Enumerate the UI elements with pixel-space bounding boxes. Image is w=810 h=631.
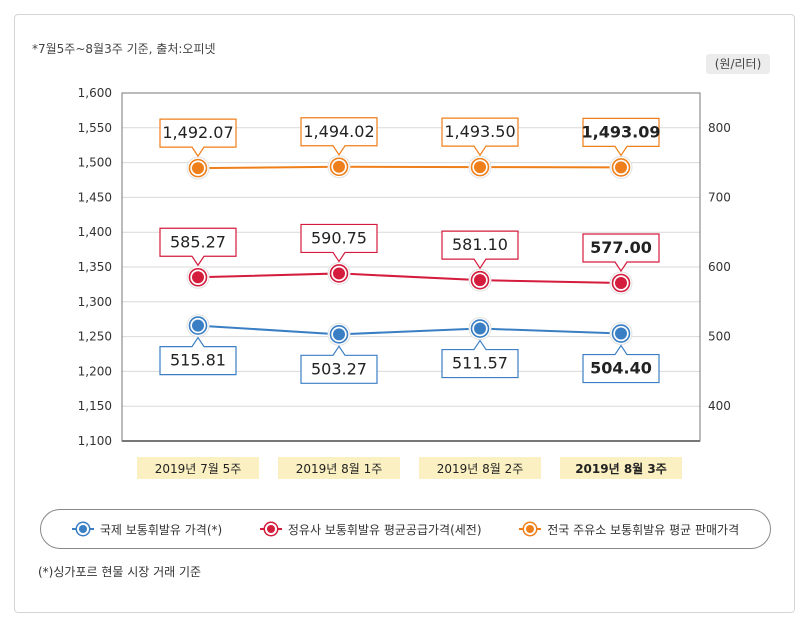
data-label: 1,493.09 [582, 122, 661, 141]
data-label: 581.10 [452, 235, 508, 254]
data-label: 511.57 [452, 354, 508, 373]
legend-marker-refinery [259, 522, 282, 536]
data-point [192, 162, 204, 175]
category-label: 2019년 8월 1주 [296, 462, 383, 476]
data-point [474, 322, 486, 335]
data-label-box [441, 230, 519, 270]
data-label-box [441, 339, 519, 379]
data-point [333, 328, 345, 341]
source-note: *7월5주~8월3주 기준, 출처:오피넷 [32, 42, 216, 56]
y-left-tick-label: 1,200 [78, 364, 112, 378]
data-label: 503.27 [311, 359, 367, 378]
data-label: 1,492.07 [162, 123, 233, 142]
data-point [615, 161, 627, 174]
legend-marker-international [71, 522, 94, 536]
data-label: 585.27 [170, 232, 226, 251]
legend-label-international: 국제 보통휘발유 가격(*) [99, 522, 223, 537]
y-left-tick-label: 1,350 [78, 260, 112, 274]
legend-label-gas-station: 전국 주유소 보통휘발유 평균 판매가격 [547, 522, 740, 537]
series-line [197, 324, 622, 336]
data-point [192, 319, 204, 332]
y-right-tick-label: 800 [708, 121, 731, 135]
data-point [615, 327, 627, 340]
data-point [474, 274, 486, 287]
legend-item-gas-station: 전국 주유소 보통휘발유 평균 판매가격 [519, 521, 739, 538]
legend-label-refinery: 정유사 보통휘발유 평균공급가격(세전) [287, 522, 482, 537]
category-label: 2019년 8월 2주 [437, 462, 524, 476]
series-line [197, 272, 622, 285]
y-left-tick-label: 1,450 [78, 190, 112, 204]
y-left-tick-label: 1,600 [78, 86, 112, 100]
data-label: 577.00 [590, 238, 652, 257]
category-label: 2019년 8월 3주 [575, 461, 667, 476]
chart-legend: 국제 보통휘발유 가격(*) 정유사 보통휘발유 평균공급가격(세전) 전국 주… [40, 509, 771, 549]
data-point [333, 160, 345, 173]
legend-item-refinery: 정유사 보통휘발유 평균공급가격(세전) [259, 521, 482, 538]
y-left-tick-label: 1,250 [78, 330, 112, 344]
data-point [192, 271, 204, 284]
series-line [197, 165, 622, 170]
y-left-tick-label: 1,550 [78, 121, 112, 135]
y-left-tick-label: 1,150 [78, 399, 112, 413]
legend-marker-gas-station [519, 522, 542, 536]
data-label-box [159, 227, 237, 267]
data-label-box [441, 117, 519, 157]
y-right-tick-label: 700 [708, 190, 731, 204]
line-chart: 1,100 1,150 1,200 1,250 1,300 1,350 1,400 1,450… [78, 86, 731, 479]
footnote: (*)싱가포르 현물 시장 거래 기준 [38, 565, 202, 579]
category-label-bg [278, 457, 400, 479]
data-label: 504.40 [590, 359, 652, 378]
category-label-bg [560, 457, 682, 479]
data-label-box [159, 336, 237, 376]
category-label-bg [419, 457, 541, 479]
y-left-tick-label: 1,300 [78, 295, 112, 309]
y-left-tick-label: 1,500 [78, 156, 112, 170]
data-label-box [300, 117, 378, 156]
data-label: 515.81 [170, 351, 226, 370]
category-label-bg [137, 457, 259, 479]
data-point [333, 267, 345, 280]
data-label-box [582, 117, 660, 157]
data-label: 590.75 [311, 228, 367, 247]
data-label-box [582, 344, 660, 384]
y-right-tick-label: 600 [708, 260, 731, 274]
chart-card [14, 14, 795, 613]
y-left-tick-label: 1,400 [78, 225, 112, 239]
data-label-box [582, 233, 660, 273]
data-label-box [300, 345, 378, 384]
y-right-tick-label: 400 [708, 399, 731, 413]
data-label-box [159, 118, 237, 158]
category-label: 2019년 7월 5주 [155, 462, 242, 476]
data-label: 1,494.02 [303, 122, 374, 141]
data-point [615, 277, 627, 290]
y-right-tick-label: 500 [708, 330, 731, 344]
data-label-box [300, 223, 378, 263]
unit-label: (원/리터) [706, 54, 770, 74]
legend-item-international: 국제 보통휘발유 가격(*) [71, 521, 223, 538]
data-point [474, 161, 486, 174]
y-left-tick-label: 1,100 [78, 434, 112, 448]
data-label: 1,493.50 [444, 122, 515, 141]
